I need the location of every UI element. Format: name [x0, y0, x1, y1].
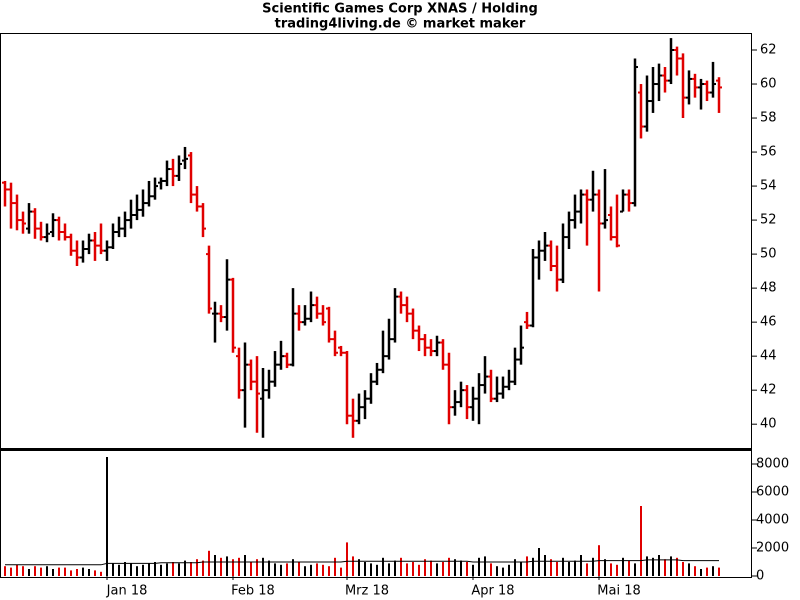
- y-tick-label: 60: [760, 77, 777, 92]
- x-tick-label: Feb 18: [231, 584, 275, 599]
- y2-tick-label: 6000: [756, 485, 789, 500]
- y-tick-label: 50: [760, 247, 777, 262]
- y2-tick-label: 2000: [756, 541, 789, 556]
- y-tick-label: 46: [760, 315, 777, 330]
- y-tick-label: 44: [760, 349, 777, 364]
- y-tick-label: 56: [760, 145, 777, 160]
- x-tick-label: Apr 18: [471, 584, 514, 599]
- y-tick-label: 42: [760, 383, 777, 398]
- x-tick-label: Mai 18: [597, 584, 640, 599]
- volume-average-line: [5, 559, 719, 566]
- x-tick-label: Jan 18: [106, 584, 148, 599]
- y2-tick-label: 8000: [756, 457, 789, 472]
- y-tick-label: 58: [760, 111, 777, 126]
- y-tick-label: 62: [760, 43, 777, 58]
- chart-title: Scientific Games Corp XNAS / Holding: [262, 2, 538, 17]
- y2-tick-label: 0: [756, 569, 764, 584]
- y-tick-label: 48: [760, 281, 777, 296]
- x-tick-label: Mrz 18: [345, 584, 389, 599]
- chart-subtitle: trading4living.de © market maker: [275, 17, 526, 32]
- volume-panel-frame: [0, 450, 752, 578]
- y-tick-label: 52: [760, 213, 777, 228]
- y-tick-label: 40: [760, 417, 777, 432]
- y2-tick-label: 4000: [756, 513, 789, 528]
- y-tick-label: 54: [760, 179, 777, 194]
